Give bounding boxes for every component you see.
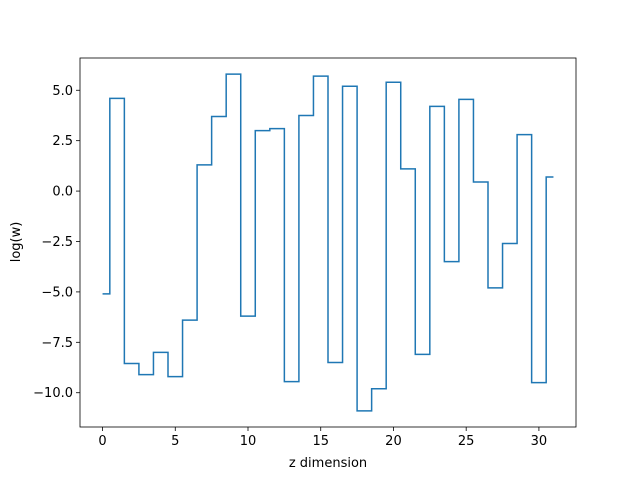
x-tick-label: 5	[171, 434, 179, 449]
y-tick-label: −10.0	[33, 386, 73, 401]
x-axis-label: z dimension	[289, 456, 367, 471]
y-tick-label: −5.0	[41, 285, 73, 300]
x-tick-label: 0	[98, 434, 106, 449]
y-axis-label: log(w)	[9, 222, 24, 263]
x-tick-label: 20	[385, 434, 402, 449]
x-tick-label: 15	[312, 434, 329, 449]
y-tick-label: 5.0	[52, 84, 73, 99]
x-axis: 0 5 10 15 20 25 30	[98, 427, 547, 449]
x-tick-label: 25	[458, 434, 475, 449]
x-tick-label: 10	[240, 434, 257, 449]
y-tick-label: 0.0	[52, 185, 73, 200]
plot-frame	[79, 57, 577, 428]
series-line	[102, 73, 554, 412]
y-tick-label: −7.5	[41, 336, 73, 351]
y-tick-label: 2.5	[52, 134, 73, 149]
y-axis: −10.0 −7.5 −5.0 −2.5 0.0 2.5 5.0	[33, 84, 80, 401]
x-tick-label: 30	[531, 434, 548, 449]
y-tick-label: −2.5	[41, 235, 73, 250]
